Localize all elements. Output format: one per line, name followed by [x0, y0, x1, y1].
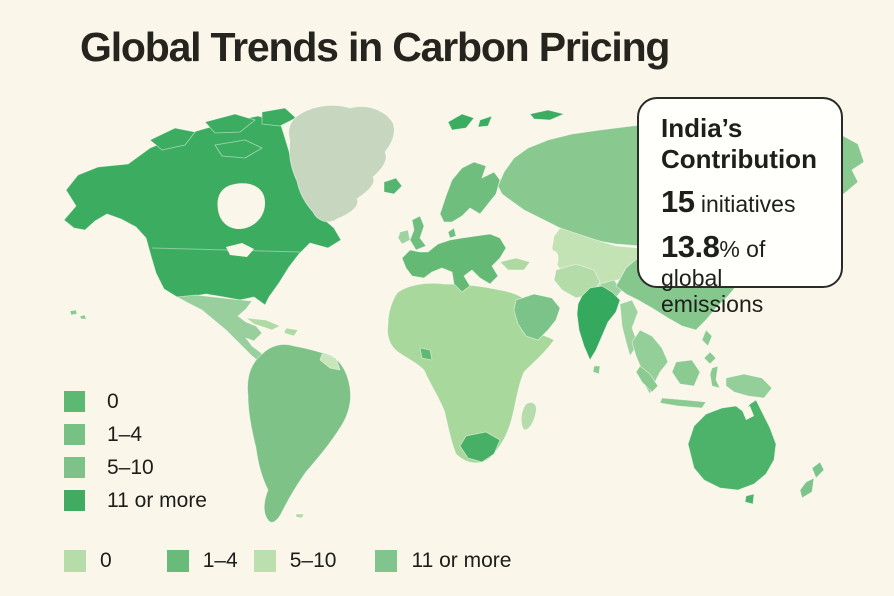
map-region-europe — [401, 233, 507, 293]
page-title: Global Trends in Carbon Pricing — [80, 24, 670, 70]
legend-swatch — [64, 391, 85, 412]
legend-swatch — [64, 424, 85, 445]
emissions-label: % of global emissions — [661, 236, 766, 318]
legend-label: 1–4 — [202, 549, 238, 572]
initiatives-label: initiatives — [694, 191, 796, 218]
legend-label: 11 or more — [411, 549, 512, 572]
legend-item: 0 — [64, 549, 112, 573]
legend-swatch — [253, 550, 276, 572]
legend-item: 1–4 — [64, 422, 207, 446]
legend-item: 1–4 — [166, 549, 238, 573]
map-region-india — [576, 285, 621, 361]
callout-stat-emissions: 13.8% of global emissions — [661, 229, 829, 318]
map-region-new-zealand — [799, 461, 825, 499]
emissions-value: 13.8 — [661, 229, 720, 265]
map-region-australia — [687, 399, 777, 505]
map-region-hawaii — [69, 309, 87, 320]
map-region-arctic-islands — [149, 107, 297, 159]
legend-label: 5–10 — [107, 455, 154, 479]
map-region-guyana — [319, 353, 341, 371]
map-region-indonesia — [635, 359, 721, 409]
gulf-of-carpentaria — [742, 406, 754, 420]
legend-item: 5–10 — [64, 455, 207, 479]
legend-swatch — [64, 490, 85, 511]
india-contribution-callout: India’s Contribution 15 initiatives 13.8… — [637, 97, 843, 317]
map-region-greenland — [288, 104, 395, 223]
map-region-middle-east — [513, 293, 561, 341]
legend-vertical: 0 1–4 5–10 11 or more — [64, 389, 207, 523]
map-region-africa — [387, 282, 555, 464]
legend-label: 11 or more — [107, 488, 207, 512]
map-region-new-guinea — [725, 373, 773, 399]
map-region-mexico-central-america — [176, 294, 267, 365]
map-region-madagascar — [520, 402, 537, 431]
legend-item: 0 — [64, 389, 207, 413]
map-region-philippines — [701, 329, 717, 365]
callout-title: India’s Contribution — [661, 113, 829, 175]
hudson-bay — [217, 183, 266, 230]
legend-horizontal: 0 1–4 5–10 11 or more — [64, 549, 511, 573]
map-region-ireland — [397, 229, 411, 245]
legend-swatch — [375, 550, 398, 572]
legend-label: 5–10 — [289, 549, 337, 572]
map-region-svalbard — [447, 109, 565, 131]
map-region-caribbean — [245, 317, 299, 337]
map-region-south-america — [247, 344, 351, 523]
callout-title-line2: Contribution — [661, 144, 817, 175]
legend-swatch — [166, 550, 189, 572]
legend-swatch — [64, 550, 86, 572]
legend-label: 0 — [107, 389, 119, 413]
great-lakes — [226, 243, 254, 257]
legend-item: 11 or more — [64, 488, 207, 512]
map-region-turkey — [499, 257, 531, 271]
initiatives-value: 15 — [661, 184, 695, 220]
map-region-sri-lanka — [592, 365, 601, 375]
map-region-west-africa — [419, 347, 433, 361]
map-region-iceland — [383, 177, 403, 195]
us-canada-border — [151, 247, 301, 253]
map-region-falklands — [295, 513, 305, 519]
map-region-uk — [409, 215, 427, 251]
callout-title-line1: India’s — [661, 113, 743, 143]
map-region-scandinavia — [439, 161, 501, 239]
legend-item: 11 or more — [375, 549, 511, 573]
callout-stat-initiatives: 15 initiatives — [661, 184, 829, 220]
map-region-south-africa — [459, 431, 501, 463]
legend-label: 1–4 — [107, 422, 143, 446]
legend-label: 0 — [100, 549, 112, 572]
legend-swatch — [64, 457, 85, 478]
legend-item: 5–10 — [253, 549, 337, 573]
